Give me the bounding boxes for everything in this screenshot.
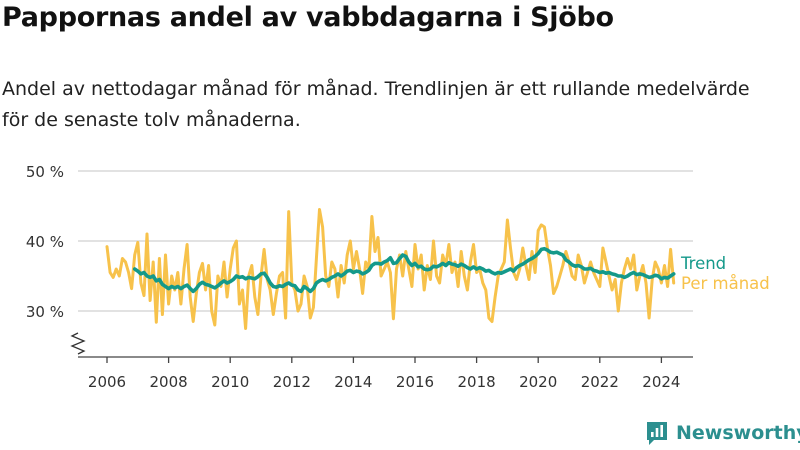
y-tick-label: 30 % [26, 303, 64, 321]
chart-subtitle: Andel av nettodagar månad för månad. Tre… [2, 78, 750, 131]
x-axis: 2006 2008 2010 2012 2014 2016 2018 2020 2022 2024 [70, 332, 693, 391]
series-lines [105, 208, 676, 330]
page-title: Pappornas andel av vabbdagarna i Sjöbo [2, 2, 614, 33]
x-tick-label: 2010 [211, 373, 249, 391]
x-tick-label: 2020 [519, 373, 557, 391]
newsworthy-logo-icon [647, 422, 667, 445]
brand-name: Newsworthy [676, 422, 800, 444]
axis-break-icon [70, 332, 86, 355]
x-tick-label: 2008 [150, 373, 188, 391]
monthly-line [105, 208, 676, 330]
y-tick-label: 50 % [26, 163, 64, 181]
legend-label-monthly: Per månad [681, 274, 770, 293]
x-tick-label: 2006 [88, 373, 126, 391]
y-tick-label: 40 % [26, 233, 64, 251]
legend-label-trend: Trend [680, 254, 726, 273]
x-tick-label: 2018 [458, 373, 496, 391]
brand-logo: Newsworthy [645, 420, 800, 446]
trend-line [132, 246, 676, 294]
y-axis-ticks: 30 % 40 % 50 % [26, 163, 64, 321]
x-tick-label: 2014 [334, 373, 372, 391]
x-tick-label: 2012 [273, 373, 311, 391]
x-tick-label: 2016 [396, 373, 434, 391]
x-tick-label: 2024 [642, 373, 680, 391]
x-tick-label: 2022 [581, 373, 619, 391]
grid-lines [78, 170, 693, 312]
